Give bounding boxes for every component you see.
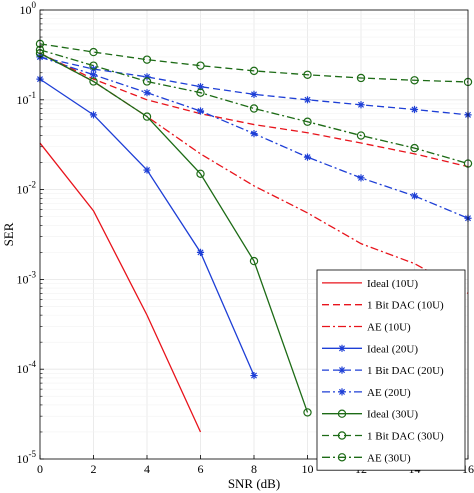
- data-point-ideal-20u: [250, 371, 258, 380]
- legend-label-ideal-20u: Ideal (20U): [367, 343, 418, 355]
- data-point-ae-20u: [196, 107, 205, 115]
- x-tick-label: 0: [37, 462, 43, 476]
- legend-label-ae-10u: AE (10U): [367, 322, 411, 334]
- data-point-ideal-30u: [196, 169, 205, 178]
- data-point-ideal-30u: [89, 77, 98, 86]
- data-point-ae-30u: [410, 143, 419, 153]
- legend-marker-ideal-30u: [337, 409, 347, 418]
- y-tick-label: 10-1: [17, 90, 37, 107]
- data-point-1-bit-dac-20u: [143, 73, 151, 81]
- series-line-1-bit-dac-10u: [39, 52, 469, 168]
- legend-marker-ae-30u: [337, 453, 347, 462]
- data-point-ae-30u: [196, 88, 205, 97]
- data-point-1-bit-dac-20u: [410, 105, 419, 114]
- legend-label-1-bit-dac-10u: 1 Bit DAC (10U): [367, 300, 444, 312]
- data-point-1-bit-dac-30u: [196, 61, 205, 70]
- legend-label-ae-30u: AE (30U): [367, 452, 411, 464]
- x-tick-label: 8: [251, 462, 257, 476]
- data-point-ae-20u: [410, 192, 419, 200]
- data-point-1-bit-dac-30u: [142, 55, 152, 64]
- data-point-ae-30u: [89, 61, 98, 70]
- series-line-1-bit-dac-20u: [39, 56, 469, 116]
- data-point-ae-20u: [357, 174, 365, 182]
- data-point-1-bit-dac-20u: [250, 90, 258, 98]
- data-point-ae-20u: [89, 71, 98, 79]
- data-point-ae-20u: [303, 153, 312, 161]
- legend-marker-1-bit-dac-30u: [337, 431, 347, 440]
- y-tick-label: 100: [20, 0, 37, 17]
- legend-marker-ae-20u: [338, 388, 346, 396]
- data-point-ideal-20u: [196, 248, 205, 256]
- legend-marker-1-bit-dac-20u: [338, 366, 346, 374]
- data-point-ae-30u: [249, 104, 259, 113]
- data-point-ideal-30u: [303, 408, 312, 417]
- legend-label-ideal-10u: Ideal (10U): [367, 278, 418, 290]
- data-point-1-bit-dac-30u: [303, 70, 312, 79]
- data-point-1-bit-dac-30u: [356, 73, 366, 83]
- data-point-ae-20u: [143, 89, 151, 97]
- legend-marker-ideal-20u: [338, 344, 346, 352]
- data-point-ae-20u: [250, 130, 258, 138]
- y-tick-label: 10-5: [17, 449, 37, 466]
- x-tick-label: 4: [144, 462, 150, 476]
- legend-label-1-bit-dac-20u: 1 Bit DAC (20U): [367, 365, 444, 377]
- data-point-ideal-30u: [142, 112, 152, 121]
- data-point-1-bit-dac-30u: [249, 66, 259, 76]
- data-point-ideal-20u: [89, 111, 98, 119]
- legend-label-1-bit-dac-30u: 1 Bit DAC (30U): [367, 431, 444, 443]
- data-point-ideal-30u: [249, 256, 259, 266]
- data-point-ae-30u: [356, 131, 366, 140]
- data-point-ae-30u: [142, 77, 152, 86]
- y-tick-label: 10-3: [17, 269, 37, 286]
- x-tick-label: 2: [91, 462, 97, 476]
- y-tick-label: 10-4: [17, 359, 37, 376]
- data-point-ideal-20u: [143, 166, 151, 174]
- y-tick-label: 10-2: [17, 180, 37, 197]
- data-point-ae-30u: [303, 117, 312, 126]
- data-point-1-bit-dac-20u: [303, 96, 312, 104]
- data-point-1-bit-dac-20u: [357, 101, 365, 109]
- data-point-1-bit-dac-30u: [410, 76, 419, 85]
- legend-label-ideal-30u: Ideal (30U): [367, 409, 418, 421]
- series-line-ae-30u: [39, 49, 469, 165]
- series-line-ideal-10u: [39, 142, 202, 433]
- x-tick-label: 6: [198, 462, 204, 476]
- x-axis-label: SNR (dB): [228, 476, 280, 491]
- data-point-1-bit-dac-20u: [196, 83, 205, 91]
- series-line-1-bit-dac-30u: [39, 43, 469, 83]
- y-axis-label: SER: [1, 222, 16, 246]
- legend: Ideal (10U) 1 Bit DAC (10U) AE (10U) Ideal …: [316, 269, 466, 471]
- legend-label-ae-20u: AE (20U): [367, 387, 411, 399]
- series-line-ideal-30u: [39, 52, 309, 413]
- data-point-1-bit-dac-30u: [89, 47, 98, 57]
- x-tick-label: 10: [302, 462, 314, 476]
